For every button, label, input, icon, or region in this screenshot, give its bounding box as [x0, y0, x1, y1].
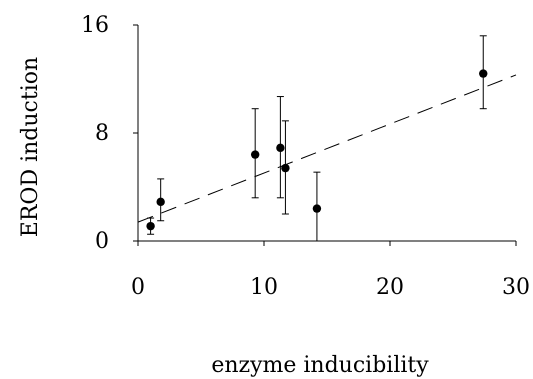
x-tick-label: 30: [502, 275, 530, 300]
x-tick-label: 20: [376, 275, 404, 300]
y-tick-label: 0: [95, 229, 109, 254]
data-point: [281, 163, 290, 173]
trendline: [137, 74, 517, 223]
trendline-group: [137, 74, 517, 223]
x-tick-label: 0: [131, 275, 145, 300]
axes: [137, 25, 516, 242]
data-point: [312, 204, 322, 213]
y-ticks: 0 8 16: [81, 13, 138, 254]
x-axis-title: enzyme inducibility: [211, 353, 429, 378]
data-point: [156, 197, 165, 207]
data-point: [479, 69, 488, 78]
data-point: [276, 143, 285, 153]
x-tick-label: 10: [250, 275, 278, 300]
data-points: [146, 69, 488, 231]
data-point: [250, 150, 260, 159]
y-tick-label: 8: [95, 121, 109, 146]
data-point: [146, 221, 155, 231]
x-ticks: 0 10 20 30: [131, 241, 530, 300]
y-axis-title: EROD induction: [18, 57, 43, 237]
y-tick-label: 16: [81, 13, 109, 38]
